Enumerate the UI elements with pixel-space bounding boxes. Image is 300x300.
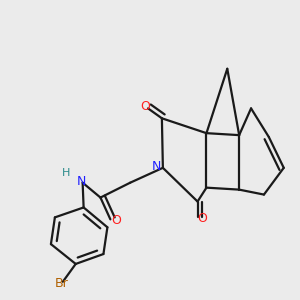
Text: N: N bbox=[76, 175, 86, 188]
Text: Br: Br bbox=[55, 277, 68, 290]
Text: H: H bbox=[61, 168, 70, 178]
Text: O: O bbox=[197, 212, 207, 225]
Text: O: O bbox=[140, 100, 150, 113]
Text: O: O bbox=[111, 214, 121, 227]
Text: N: N bbox=[152, 160, 161, 173]
